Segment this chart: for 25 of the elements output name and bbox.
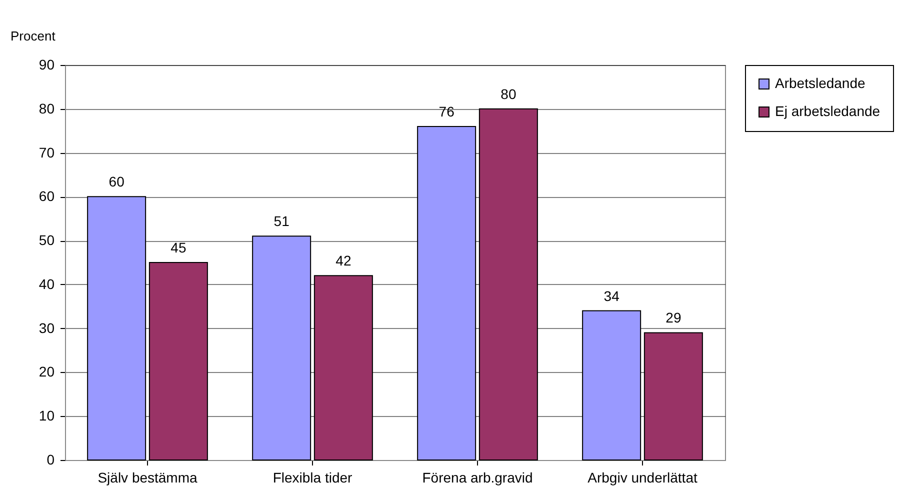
y-tick-label: 70 xyxy=(38,144,55,160)
y-tick-label: 0 xyxy=(46,452,55,468)
y-tick-label: 30 xyxy=(38,320,55,336)
y-tick-label: 90 xyxy=(38,56,55,72)
data-label: 29 xyxy=(666,310,682,326)
y-axis-title: Procent xyxy=(10,28,56,44)
y-tick-label: 80 xyxy=(38,100,55,116)
data-label: 60 xyxy=(108,174,125,190)
data-label: 80 xyxy=(500,86,516,102)
x-tick-label: Själv bestämma xyxy=(98,470,198,486)
data-label: 42 xyxy=(336,252,352,269)
y-tick-label: 10 xyxy=(38,408,55,424)
x-tick-label: Arbgiv underlättat xyxy=(588,470,698,486)
x-tick-label: Förena arb.gravid xyxy=(422,470,533,486)
data-label: 51 xyxy=(274,213,290,230)
x-tick-label: Flexibla tider xyxy=(272,470,353,486)
y-tick-label: 60 xyxy=(38,188,55,204)
data-label: 45 xyxy=(170,240,186,256)
data-label: 34 xyxy=(604,288,620,304)
legend-label: Ej arbetsledande xyxy=(775,103,880,119)
y-tick-label: 40 xyxy=(38,276,55,292)
y-tick-label: 20 xyxy=(38,364,55,380)
y-tick-label: 50 xyxy=(38,232,55,248)
legend-label: Arbetsledande xyxy=(775,75,866,91)
data-label: 76 xyxy=(438,103,455,120)
